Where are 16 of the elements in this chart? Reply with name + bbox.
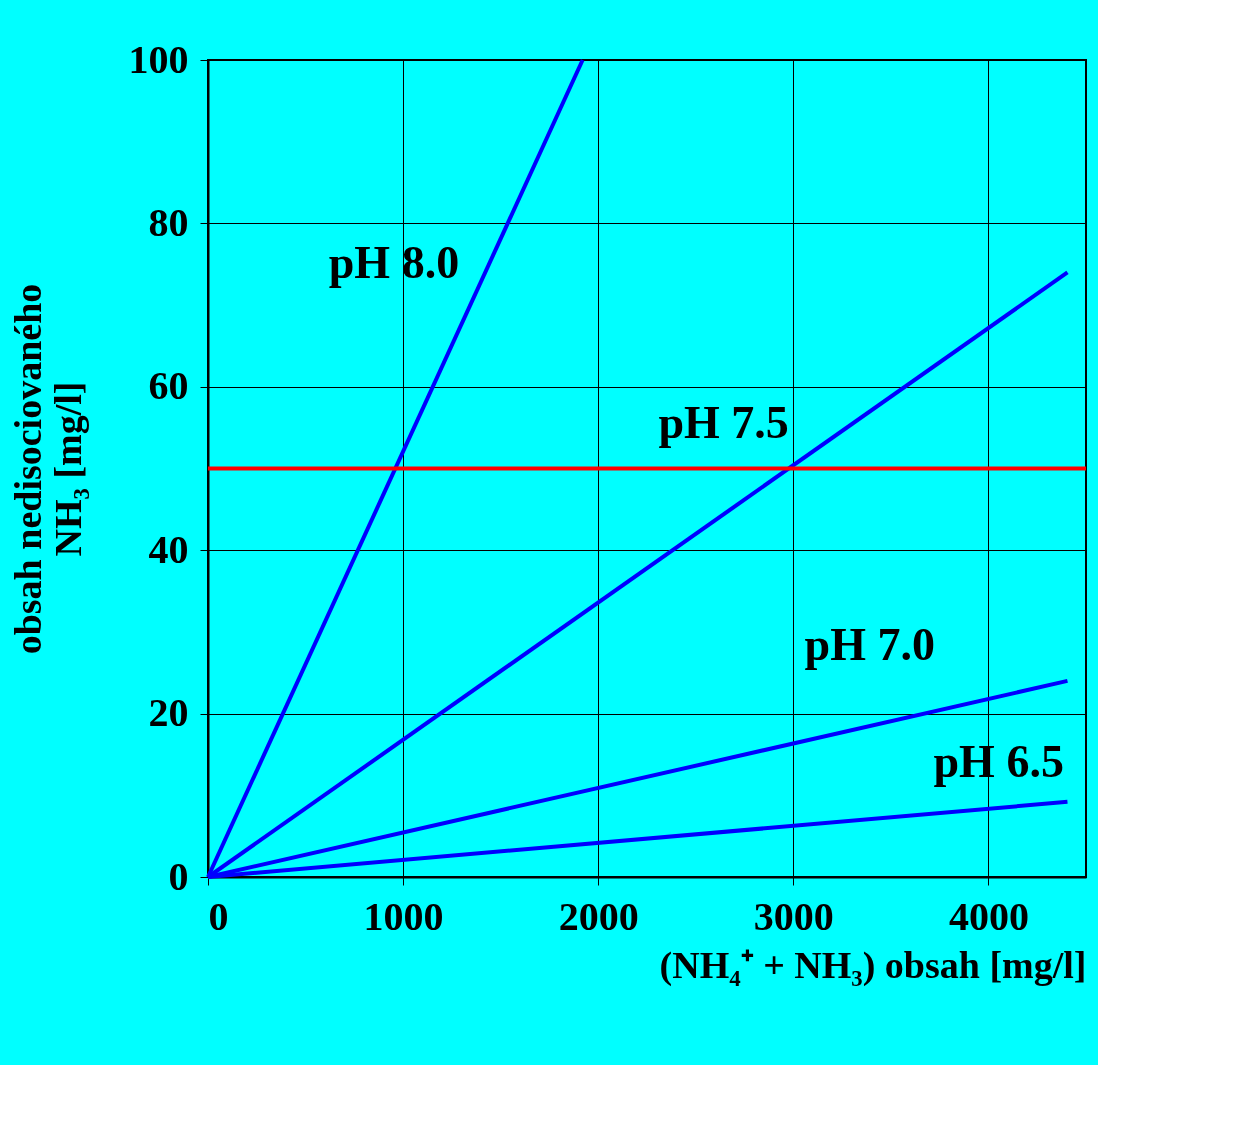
y-tick-label: 100 <box>128 36 189 82</box>
y-tick-label: 40 <box>148 526 189 572</box>
series-label: pH 8.0 <box>328 237 460 289</box>
x-tick-label: 3000 <box>753 893 834 939</box>
y-tick-label: 80 <box>148 199 189 245</box>
series-label: pH 7.5 <box>658 397 789 449</box>
series-label: pH 7.0 <box>804 619 935 671</box>
x-tick-label: 1000 <box>363 893 444 939</box>
y-axis-title: obsah nedisociovaného NH₃ [mg/l] <box>6 283 89 655</box>
y-tick-label: 0 <box>168 853 189 899</box>
y-tick-label: 60 <box>148 363 189 409</box>
x-tick-label: 4000 <box>948 893 1029 939</box>
x-axis-title: (NH₄⁺ + NH₃) obsah [mg/l] <box>659 943 1087 987</box>
x-tick-label: 2000 <box>558 893 639 939</box>
x-tick-label: 0 <box>208 893 229 939</box>
y-tick-label: 20 <box>148 690 189 736</box>
